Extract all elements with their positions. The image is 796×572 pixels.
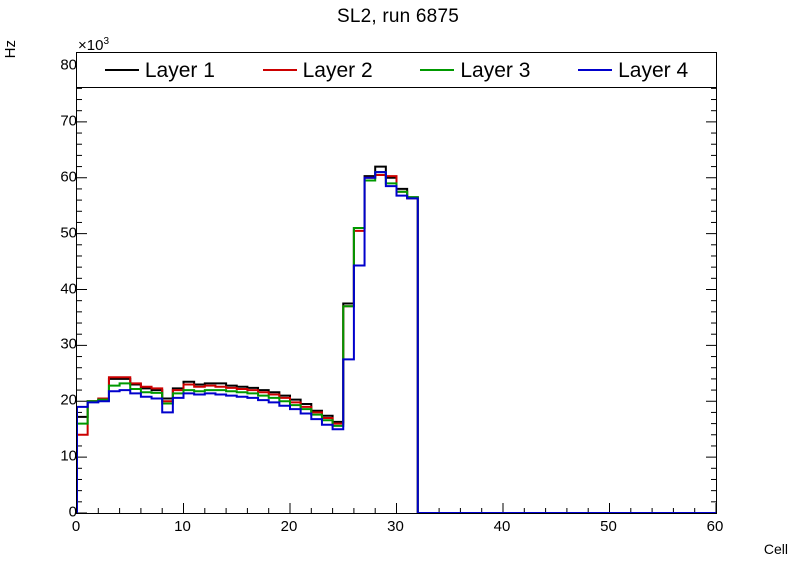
y-axis-tick-label: 0 [68, 503, 77, 521]
y-axis-exponent: ×103 [78, 36, 109, 54]
y-axis-tick-label: 10 [60, 447, 77, 465]
page-title: SL2, run 6875 [337, 6, 459, 27]
legend-entry[interactable]: Layer 3 [420, 60, 530, 81]
x-axis-tick-label: 20 [280, 518, 298, 535]
legend-line-swatch-icon [420, 69, 455, 71]
y-axis-exponent-power: 3 [103, 36, 110, 47]
y-axis-tick-label: 60 [60, 168, 77, 186]
x-axis-tick-label: 60 [706, 518, 724, 535]
legend-entry-label: Layer 3 [460, 58, 531, 82]
y-axis-tick-label: 50 [60, 224, 77, 242]
histogram-plot-area [77, 66, 716, 513]
legend-entry[interactable]: Layer 1 [104, 58, 215, 82]
x-axis-tick-label: 10 [174, 518, 191, 535]
y-axis-tick-label: 80 [60, 56, 77, 74]
legend-entry-label: Layer 2 [302, 58, 373, 82]
x-axis-tick-label: 0 [71, 518, 81, 535]
x-axis-tick-label: 50 [600, 518, 617, 535]
y-axis-exponent-base: ×10 [78, 37, 104, 54]
legend-line-swatch-icon [104, 69, 139, 71]
plot-frame [76, 65, 717, 514]
legend-line-swatch-icon [578, 69, 613, 71]
legend-entry[interactable]: Layer 4 [578, 60, 688, 81]
y-axis-tick-label: 20 [60, 391, 77, 409]
series-line-layer-1 [77, 165, 716, 513]
x-axis-tick-label: 30 [387, 518, 404, 535]
legend-entry[interactable]: Layer 2 [262, 58, 373, 82]
series-line-layer-2 [77, 173, 716, 513]
series-line-layer-4 [77, 171, 716, 513]
legend-line-swatch-icon [262, 69, 297, 71]
y-axis-tick-label: 40 [60, 280, 77, 297]
y-axis-tick-label: 30 [60, 335, 77, 353]
legend-entry-label: Layer 4 [618, 58, 689, 82]
series-line-layer-3 [77, 171, 716, 513]
y-axis-tick-label: 70 [60, 112, 77, 130]
x-axis-title: Cell [763, 541, 788, 557]
legend-entry-label: Layer 1 [144, 58, 215, 82]
legend: Layer 1 Layer 2 Layer 3 Layer 4 [76, 52, 717, 88]
x-axis-tick-label: 40 [493, 518, 511, 535]
